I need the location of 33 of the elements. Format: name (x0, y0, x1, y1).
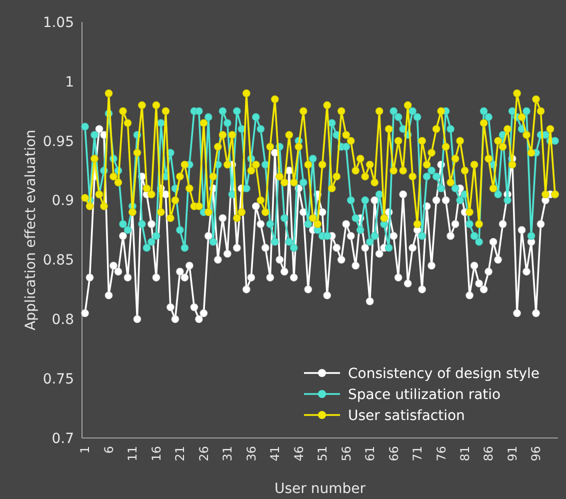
x-tick-label: 6 (102, 446, 116, 454)
y-tick-label: 0.7 (52, 430, 74, 447)
x-tick-label: 86 (482, 446, 496, 462)
legend-label: User satisfaction (348, 408, 465, 424)
x-tick-label: 61 (363, 446, 378, 462)
x-tick-label: 81 (458, 446, 472, 462)
x-tick-label: 1 (78, 446, 92, 454)
x-tick-label: 21 (173, 446, 188, 462)
legend-label: Consistency of design style (348, 366, 540, 382)
x-tick-label: 51 (316, 446, 330, 462)
y-tick-label: 0.95 (42, 134, 74, 150)
y-tick-label: 0.75 (42, 371, 74, 388)
y-tick-label: 1 (65, 74, 74, 90)
x-tick-label: 11 (126, 446, 140, 462)
x-tick-label: 16 (149, 446, 164, 462)
x-tick-label: 31 (220, 446, 235, 462)
x-tick-label: 71 (410, 446, 425, 462)
x-tick-label: 41 (268, 446, 282, 462)
x-tick-label: 76 (434, 446, 448, 462)
x-tick-label: 36 (244, 446, 258, 462)
x-axis-title: User number (274, 481, 366, 497)
y-tick-label: 1.05 (42, 14, 74, 31)
legend-label: Space utilization ratio (348, 386, 501, 403)
x-tick-label: 66 (386, 446, 401, 462)
x-tick-label: 96 (529, 446, 544, 462)
x-tick-label: 26 (196, 446, 211, 462)
y-tick-label: 0.85 (42, 252, 74, 269)
x-tick-label: 91 (505, 446, 520, 462)
y-tick-label: 0.8 (52, 312, 74, 328)
x-tick-label: 46 (292, 446, 306, 462)
y-tick-label: 0.9 (52, 193, 74, 210)
x-tick-label: 56 (339, 446, 354, 462)
y-axis-title: Application effect evaluation (22, 130, 39, 330)
